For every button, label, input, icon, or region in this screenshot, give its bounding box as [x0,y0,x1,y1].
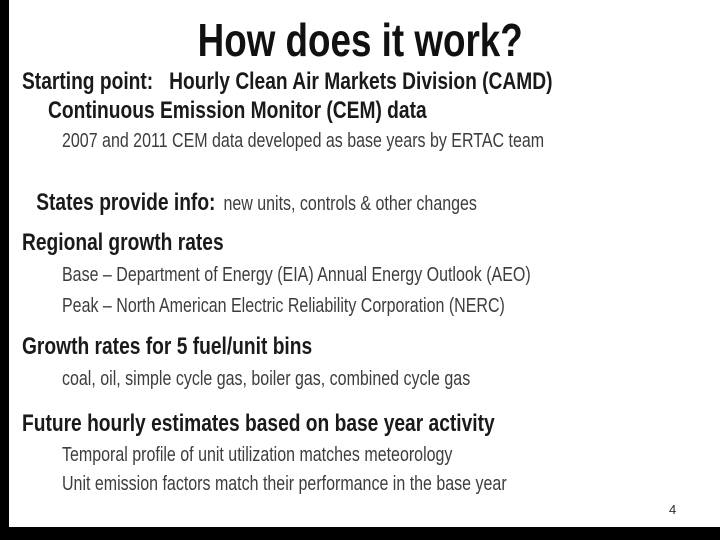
bullet-future-head: Future hourly estimates based on base ye… [22,410,495,437]
bullet-growth-bins-head: Growth rates for 5 fuel/unit bins [22,333,313,360]
bullet-regional-detail-base: Base – Department of Energy (EIA) Annual… [62,264,531,286]
bullet-growth-bins-detail: coal, oil, simple cycle gas, boiler gas,… [62,368,471,390]
slide-title: How does it work? [0,17,720,63]
bullet-starting-point-line2: Continuous Emission Monitor (CEM) data [48,97,427,124]
bullet-states-provide-info: States provide info: new units, controls … [22,175,477,231]
bullet-starting-point-line1: Starting point: Hourly Clean Air Markets… [22,68,553,95]
slide-title-text: How does it work? [197,14,523,66]
bullet-future-detail-unit: Unit emission factors match their perfor… [62,473,507,495]
bullet-states-head: States provide info: [36,189,216,216]
bullet-starting-point-detail: 2007 and 2011 CEM data developed as base… [62,130,545,152]
bullet-regional-head: Regional growth rates [22,229,224,256]
bullet-states-tail: new units, controls & other changes [223,193,477,215]
slide-frame-bottom-bar [0,527,720,540]
bullet-regional-detail-peak: Peak – North American Electric Reliabili… [62,295,505,317]
slide-frame-left-bar [0,0,9,540]
bullet-future-detail-temporal: Temporal profile of unit utilization mat… [62,444,453,466]
page-number: 4 [669,502,677,517]
